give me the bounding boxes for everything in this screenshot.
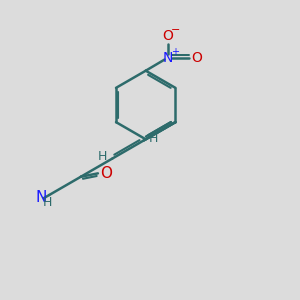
Text: −: − bbox=[171, 26, 180, 35]
Text: +: + bbox=[171, 47, 179, 57]
Text: N: N bbox=[163, 51, 173, 65]
Text: O: O bbox=[163, 29, 173, 44]
Text: H: H bbox=[42, 196, 52, 209]
Text: O: O bbox=[100, 166, 112, 181]
Text: H: H bbox=[148, 132, 158, 145]
Text: H: H bbox=[98, 150, 108, 164]
Text: O: O bbox=[191, 51, 202, 65]
Text: N: N bbox=[36, 190, 47, 205]
